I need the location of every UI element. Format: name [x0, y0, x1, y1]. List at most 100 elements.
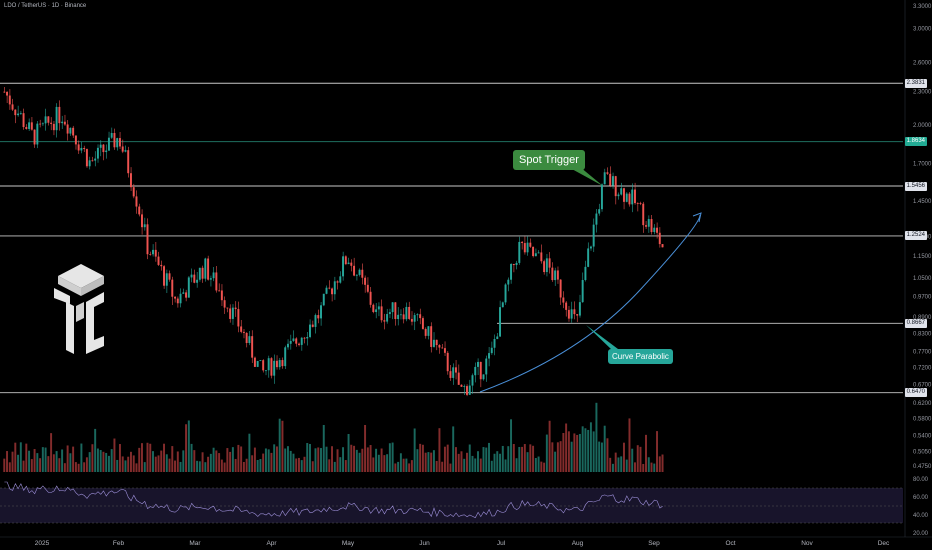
volume-bar [47, 456, 50, 472]
volume-bar [91, 444, 94, 472]
curve-parabolic-label[interactable]: Curve Parabolic [608, 349, 673, 364]
candle-body [259, 360, 262, 361]
volume-bar [83, 462, 86, 472]
volume-bar [375, 448, 378, 472]
price-tick-label: 2.0000 [913, 123, 932, 129]
volume-bar [342, 447, 345, 472]
volume-bar [176, 451, 179, 472]
candle-body [331, 288, 333, 295]
candle-body [328, 287, 331, 289]
volume-bar [479, 458, 482, 472]
volume-bar [501, 445, 504, 472]
candle-body [430, 326, 433, 347]
candle-body [234, 307, 237, 310]
rsi-tick-label: 80.00 [913, 477, 929, 483]
volume-bar [399, 453, 402, 472]
candle-body [366, 284, 369, 292]
volume-bar [146, 442, 149, 472]
price-level-badge: 0.8667 [904, 318, 927, 328]
volume-bar [449, 463, 452, 472]
volume-bar [28, 450, 31, 472]
candle-body [545, 258, 548, 273]
volume-bar [606, 438, 609, 472]
volume-bar [152, 451, 154, 472]
candle-body [30, 122, 33, 130]
candle-body [658, 232, 661, 245]
volume-bar [33, 449, 36, 472]
candle-body [309, 324, 311, 337]
candle-body [452, 367, 455, 378]
volume-bar [190, 443, 193, 472]
volume-bar [543, 462, 546, 472]
candle-body [33, 129, 36, 145]
candle-body [526, 242, 529, 253]
volume-bar [642, 463, 645, 472]
candle-body [441, 347, 444, 349]
volume-bar [113, 438, 116, 472]
volume-bar [570, 441, 573, 472]
candle-body [570, 309, 573, 319]
volume-bar [350, 444, 353, 472]
candle-body [107, 137, 110, 151]
volume-bar [620, 456, 623, 472]
candle-body [80, 147, 83, 151]
candle-body [405, 306, 408, 320]
candle-body [375, 309, 378, 313]
volume-bar [292, 453, 295, 472]
volume-bar [160, 450, 163, 472]
candle-body [606, 172, 609, 174]
price-level-badge: 2.3831 [904, 78, 927, 88]
volume-bar [187, 420, 190, 472]
volume-bar [573, 433, 576, 472]
candle-body [11, 104, 14, 110]
volume-bar [77, 463, 80, 472]
candle-body [215, 272, 218, 291]
candle-body [474, 366, 477, 376]
volume-bar [578, 433, 581, 472]
volume-bar [331, 446, 333, 472]
volume-bar [339, 457, 342, 472]
volume-bar [267, 449, 270, 472]
candle-body [187, 277, 190, 298]
candle-body [196, 279, 199, 283]
candle-body [463, 386, 466, 387]
volume-bar [441, 461, 444, 472]
candle-body [438, 345, 441, 348]
volume-bar [245, 458, 248, 472]
candle-body [17, 113, 20, 116]
spot-trigger-label[interactable]: Spot Trigger [513, 150, 585, 170]
volume-bar [17, 454, 20, 472]
volume-bar [661, 454, 664, 472]
candle-body [454, 367, 457, 373]
volume-bar [8, 462, 11, 472]
volume-bar [317, 447, 320, 472]
candle-body [490, 347, 493, 354]
volume-bar [320, 448, 322, 472]
volume-bar [309, 443, 311, 472]
volume-bar [611, 463, 614, 472]
volume-bar [548, 420, 551, 472]
candle-body [416, 314, 419, 316]
candle-body [96, 147, 99, 159]
volume-bar [510, 419, 513, 472]
rsi-tick-label: 20.00 [913, 531, 929, 537]
volume-bar [650, 462, 653, 472]
volume-bar [193, 450, 196, 472]
candle-body [201, 267, 204, 279]
symbol-header[interactable]: LDO / TetherUS · 1D · Binance [4, 3, 87, 9]
price-tick-label: 0.8900 [913, 315, 932, 321]
price-tick-label: 1.0500 [913, 276, 932, 282]
volume-bar [135, 463, 138, 472]
volume-bar [424, 452, 427, 472]
volume-bar [248, 433, 251, 472]
candle-body [110, 133, 113, 138]
volume-bar [532, 445, 535, 472]
volume-bar [562, 433, 565, 472]
volume-bar [452, 426, 455, 472]
volume-bar [628, 418, 631, 472]
candle-body [77, 144, 80, 151]
candle-body [25, 127, 28, 129]
candle-body [231, 307, 234, 319]
candle-body [611, 176, 614, 186]
